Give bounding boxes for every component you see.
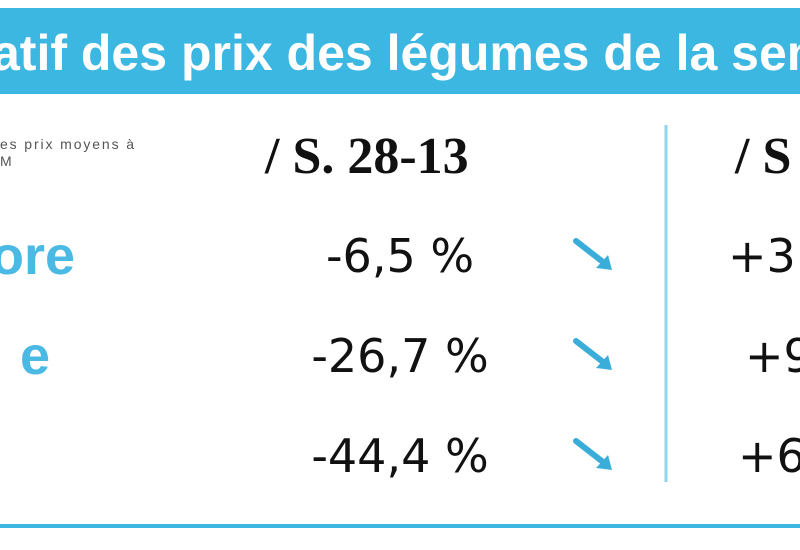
trend-arrow [573, 438, 612, 470]
trend-arrow [573, 238, 612, 270]
cell-value: +3 [728, 229, 796, 283]
cell-value: +9 [745, 329, 800, 383]
trend-arrow [573, 338, 612, 370]
cell-value: -6,5 % [326, 229, 474, 283]
title-band [0, 8, 800, 94]
cell-value: -44,4 % [311, 429, 488, 483]
row-label: ore [0, 226, 75, 286]
note-line: es prix moyens à [0, 136, 134, 152]
cell-value: +6 [738, 429, 800, 483]
column-header: / S. 28-13 [264, 128, 469, 185]
row-label: e [20, 326, 50, 386]
title: atif des prix des légumes de la sem [0, 25, 800, 81]
column-header: / S [734, 128, 791, 185]
note-line: M [0, 153, 12, 169]
cell-value: -26,7 % [311, 329, 488, 383]
